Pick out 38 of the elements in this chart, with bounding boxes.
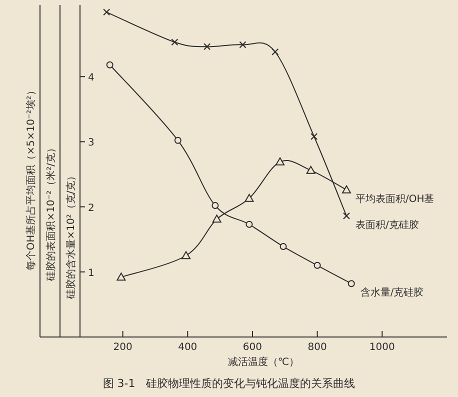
y-tick-label: 3 — [88, 138, 94, 149]
series-label: 平均表面积/OH基 — [355, 192, 434, 205]
y3-axis-title: 每个OH基所占平均面积（×5×10⁻²埃²） — [25, 86, 37, 270]
x-tick-label: 400 — [178, 342, 198, 353]
point — [182, 251, 191, 260]
point — [306, 166, 316, 174]
point — [171, 38, 178, 46]
x-tick-label: 800 — [308, 342, 327, 353]
point — [103, 8, 110, 16]
point — [212, 202, 219, 209]
point — [244, 194, 254, 202]
point — [204, 43, 211, 50]
point — [342, 185, 351, 194]
point — [239, 41, 246, 48]
point — [106, 61, 114, 68]
y2-axis-title: 硅胶的表面积×10⁻²（米²/克） — [45, 143, 57, 282]
x-axis-title: 减活温度（℃） — [228, 356, 300, 368]
y-axis-title: 硅胶的含水量×10²（克/克） — [65, 170, 77, 300]
text: 图 3-1 硅胶物理性质的变化与钝化温度的关系曲线 — [102, 377, 356, 390]
x-tick-label: 600 — [242, 342, 262, 353]
y-tick-label: 1 — [88, 268, 94, 279]
x-tick-label: 1000 — [369, 342, 395, 353]
point — [116, 272, 126, 281]
point — [272, 48, 279, 56]
y-tick-label: 4 — [88, 72, 94, 84]
point — [314, 262, 321, 269]
point — [174, 136, 182, 144]
point — [212, 214, 222, 223]
series-label: 表面积/克硅胶 — [355, 218, 419, 231]
x-tick-label: 200 — [113, 342, 132, 353]
series-label: 含水量/克硅胶 — [360, 286, 424, 299]
point — [348, 280, 355, 288]
point — [310, 132, 318, 140]
point — [246, 220, 253, 228]
y-tick-label: 2 — [88, 202, 94, 214]
point — [276, 157, 285, 166]
point — [342, 212, 350, 220]
point — [280, 243, 287, 250]
